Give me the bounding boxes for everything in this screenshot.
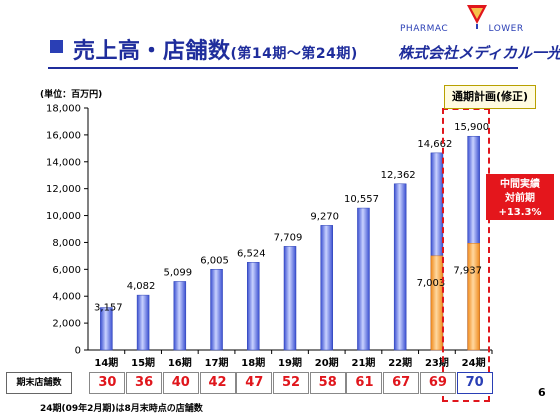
bar-value-label: 14,662 [417, 139, 452, 150]
store-count-label: 期末店舗数 [6, 372, 72, 394]
sales-bar [173, 281, 187, 351]
y-tick-label: 4,000 [52, 292, 81, 303]
footnote: 24期(09年2月期)は8月末時点の店舗数 [40, 404, 203, 414]
x-tick-label: 22期 [388, 356, 412, 369]
y-tick-label: 18,000 [46, 104, 81, 115]
page-number: 6 [538, 386, 546, 399]
bar-value-label: 6,524 [237, 248, 266, 259]
bar-value-label: 4,082 [127, 281, 156, 292]
bar-value-label: 3,157 [94, 303, 123, 314]
store-count-cell: 42 [199, 372, 236, 394]
bar-value-label: 7,709 [274, 232, 303, 243]
chart-bars [100, 135, 480, 351]
logo-text: PHARMAC LOWER [400, 24, 524, 34]
bar-value-label: 15,900 [454, 122, 489, 133]
x-tick-label: 16期 [168, 356, 192, 369]
title-rule [48, 67, 518, 69]
plan-highlight-frame [442, 108, 490, 402]
interim-result-growth: 対前期+13.3% [498, 193, 542, 218]
chart-labels: 14期 3,157 15期 4,082 16期 5,099 17期 6,005 18期 6,524… [94, 122, 489, 369]
store-count-cell: 52 [273, 372, 309, 394]
x-tick-label: 20期 [315, 356, 339, 369]
y-tick-label: 12,000 [46, 184, 81, 195]
sales-bar [247, 262, 260, 351]
sales-bar [100, 307, 113, 351]
x-tick-label: 21期 [351, 356, 375, 369]
interim-value-label: 7,937 [453, 265, 482, 276]
interim-value-label: 7,003 [417, 278, 446, 289]
x-tick-label: 17期 [205, 356, 229, 369]
store-count-cell: 70 [456, 372, 493, 394]
unit-label: (単位：百万円) [40, 90, 103, 100]
page-subtitle: (第14期～第24期) [230, 46, 358, 62]
x-tick-label: 19期 [278, 356, 302, 369]
sales-bar [210, 269, 223, 351]
y-tick-label: 8,000 [52, 238, 81, 249]
x-tick-label: 15期 [131, 356, 155, 369]
bar-value-label: 6,005 [200, 255, 229, 266]
sales-bar [283, 246, 297, 351]
interim-result-callout: 中間実績 対前期+13.3% [486, 174, 554, 220]
y-tick-label: 0 [75, 346, 81, 357]
store-count-cell: 67 [383, 372, 420, 394]
y-tick-label: 6,000 [52, 265, 81, 276]
store-count-cell: 36 [126, 372, 163, 394]
x-tick-label: 14期 [94, 356, 118, 369]
sales-bar [320, 225, 333, 351]
x-tick-label: 24期 [462, 356, 486, 369]
store-count-cell: 30 [89, 372, 126, 394]
company-logo-icon [467, 5, 487, 29]
store-count-cell: 47 [236, 372, 273, 394]
plan-label: 通期計画(修正) [444, 85, 536, 109]
store-count-cell: 69 [419, 372, 456, 394]
company-name: 株式会社メディカル一光 [398, 44, 560, 62]
sales-bar [357, 207, 370, 351]
store-count-cell: 61 [346, 372, 383, 394]
y-tick-label: 14,000 [46, 157, 81, 168]
page-title: 売上高・店舗数(第14期～第24期) [73, 39, 358, 64]
bar-value-label: 12,362 [381, 170, 416, 181]
bar-value-label: 5,099 [163, 267, 192, 278]
y-tick-label: 10,000 [46, 211, 81, 222]
store-count-cell: 40 [162, 372, 199, 394]
title-bullet [50, 40, 63, 53]
sales-bar [136, 294, 150, 351]
y-tick-label: 16,000 [46, 130, 81, 141]
bar-value-label: 9,270 [310, 211, 339, 222]
bar-value-label: 10,557 [344, 194, 379, 205]
interim-bar [467, 243, 480, 351]
x-tick-label: 18期 [241, 356, 265, 369]
sales-bar [393, 183, 407, 351]
interim-result-title: 中間実績 [500, 179, 540, 190]
y-tick-label: 2,000 [52, 319, 81, 330]
store-count-cell: 58 [309, 372, 346, 394]
